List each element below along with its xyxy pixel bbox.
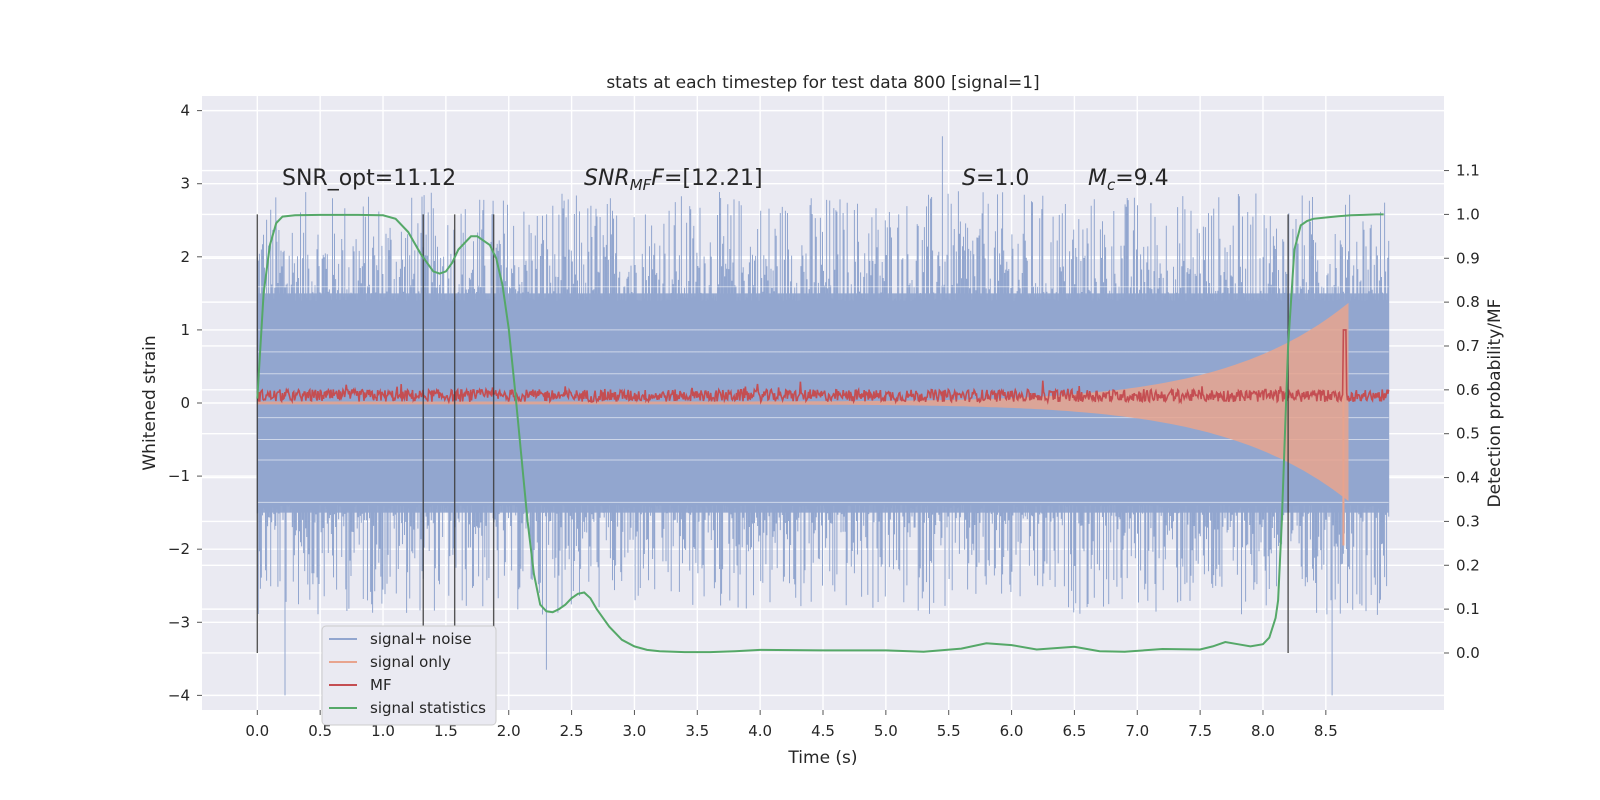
y-right-tick-label: 0.9	[1456, 249, 1480, 267]
annotation-snr-opt: SNR_opt=11.12	[282, 166, 456, 191]
y-right-tick-label: 0.7	[1456, 337, 1480, 355]
series-mf	[256, 329, 1390, 405]
y-tick-label: 4	[180, 102, 190, 120]
x-tick-label: 8.0	[1251, 722, 1275, 740]
y-tick-label: 1	[180, 321, 190, 339]
y-right-tick-label: 1.1	[1456, 162, 1480, 180]
snr-mf-subscript: MF	[630, 176, 652, 194]
annotation-snr-mf: SNRMFF=[12.21]	[584, 166, 763, 194]
mc-symbol: M	[1088, 166, 1107, 191]
x-axis-label: Time (s)	[787, 748, 857, 768]
y-right-tick-label: 0.8	[1456, 293, 1480, 311]
snr-mf-value: =[12.21]	[664, 166, 763, 191]
y-right-tick-label: 0.4	[1456, 469, 1480, 487]
legend: signal+ noise signal only MF signal stat…	[321, 625, 497, 726]
s-value: =1.0	[976, 166, 1029, 191]
x-tick-label: 7.5	[1188, 722, 1212, 740]
y-right-tick-label: 0.1	[1456, 600, 1480, 618]
signal-only-envelope	[257, 302, 1349, 502]
y-right-tick-label: 0.5	[1456, 425, 1480, 443]
x-tick-label: 7.0	[1125, 722, 1149, 740]
snr-mf-f: F	[651, 166, 664, 191]
y-axis-label: Whitened strain	[140, 335, 160, 470]
mc-subscript: c	[1107, 176, 1116, 194]
x-tick-label: 6.5	[1062, 722, 1086, 740]
annotation-mc: Mc=9.4	[1088, 166, 1169, 194]
y-tick-label: 0	[180, 394, 190, 412]
x-tick-label: 2.5	[560, 722, 584, 740]
y-tick-label: −2	[168, 540, 190, 558]
y-tick-label: −1	[168, 467, 190, 485]
legend-box	[321, 625, 497, 726]
y-tick-label: −4	[168, 686, 190, 704]
snr-mf-symbol: SNR	[584, 166, 630, 191]
mc-value: =9.4	[1115, 166, 1168, 191]
y-right-axis-label: Detection probability/MF	[1485, 299, 1505, 508]
y-right-tick-label: 1.0	[1456, 205, 1480, 223]
x-tick-label: 1.5	[434, 722, 458, 740]
x-tick-label: 4.0	[748, 722, 772, 740]
annotations: SNR_opt=11.12 SNRMFF=[12.21] S=1.0 Mc=9.…	[282, 166, 1169, 194]
x-tick-label: 6.0	[1000, 722, 1024, 740]
y-tick-label: −3	[168, 613, 190, 631]
y-right-tick-label: 0.0	[1456, 644, 1480, 662]
x-tick-label: 5.0	[874, 722, 898, 740]
mf-line	[256, 329, 1390, 405]
x-tick-label: 4.5	[811, 722, 835, 740]
y-tick-label: 2	[180, 248, 190, 266]
x-tick-label: 1.0	[371, 722, 395, 740]
x-tick-label: 3.0	[623, 722, 647, 740]
signal-statistics-line	[256, 213, 1384, 654]
vertical-markers	[256, 214, 1289, 653]
y-right-tick-label: 0.3	[1456, 512, 1480, 530]
legend-label-signal-noise: signal+ noise	[370, 630, 472, 648]
x-tick-label: 3.5	[685, 722, 709, 740]
s-symbol: S	[962, 166, 976, 191]
annotation-s: S=1.0	[962, 166, 1029, 191]
y-tick-label: 3	[180, 175, 190, 193]
x-tick-label: 0.0	[245, 722, 269, 740]
legend-label-signal-only: signal only	[370, 653, 451, 671]
series-signal-statistics	[256, 213, 1384, 654]
x-tick-label: 2.0	[497, 722, 521, 740]
x-tick-label: 8.5	[1314, 722, 1338, 740]
legend-label-mf: MF	[370, 676, 392, 694]
y-right-tick-label: 0.2	[1456, 556, 1480, 574]
x-tick-label: 0.5	[308, 722, 332, 740]
chart-title: stats at each timestep for test data 800…	[606, 73, 1039, 93]
y-right-tick-label: 0.6	[1456, 381, 1480, 399]
legend-label-signal-statistics: signal statistics	[370, 699, 486, 717]
x-tick-label: 5.5	[937, 722, 961, 740]
axis-ticks: 0.0 0.5 1.0 1.5 2.0 2.5 3.0 3.5 4.0 4.5 5.0 5.5 6.0 6…	[168, 102, 1480, 740]
